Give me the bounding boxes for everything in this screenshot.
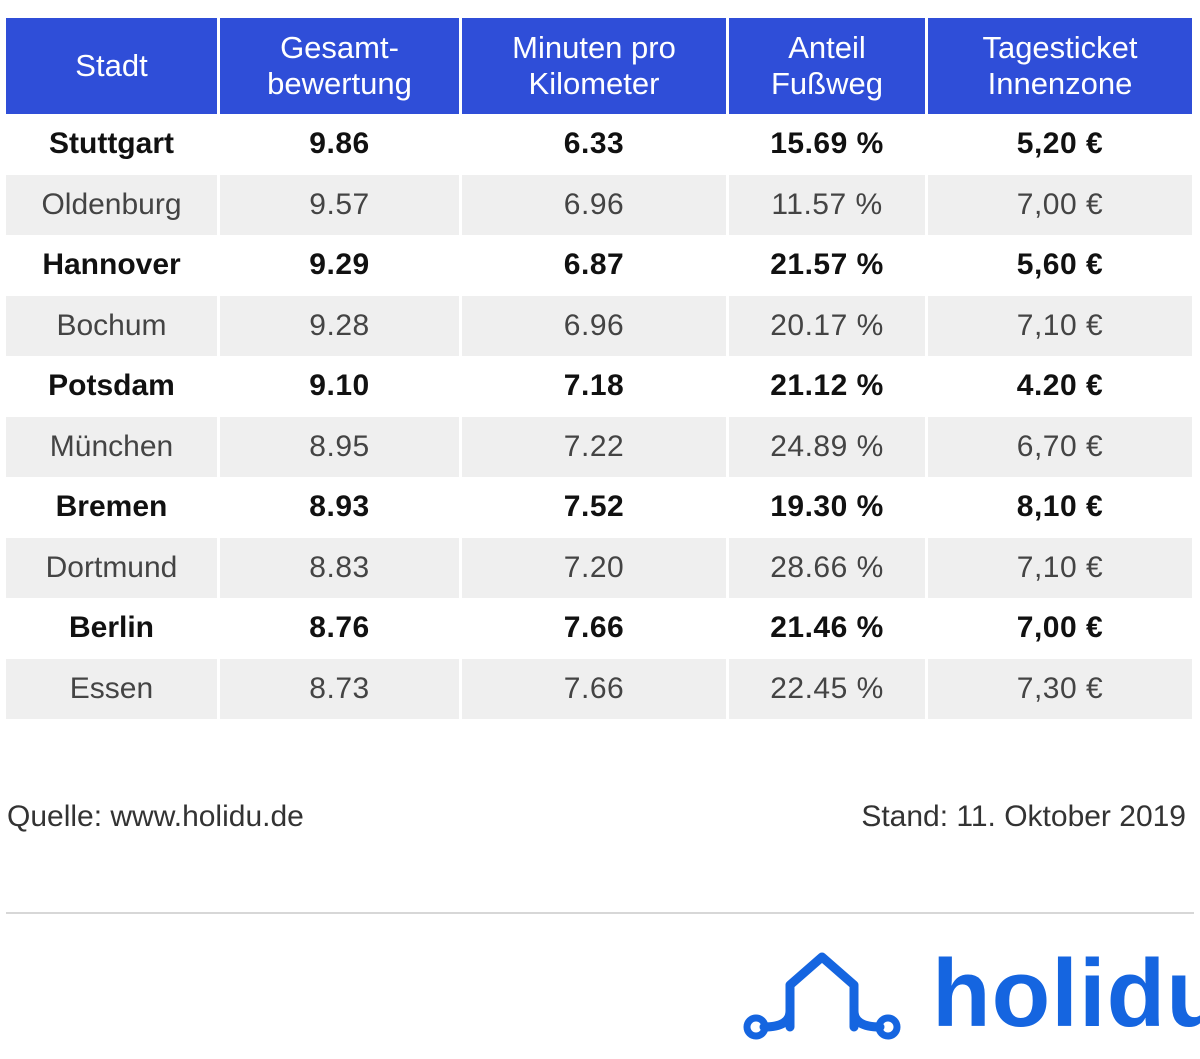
cell-stadt: Dortmund xyxy=(6,537,217,598)
cell-anteil-fussweg: 11.57 % xyxy=(729,174,925,235)
cell-tagesticket: 7,00 € xyxy=(928,598,1192,659)
cell-anteil-fussweg: 19.30 % xyxy=(729,477,925,538)
cell-anteil-fussweg: 21.57 % xyxy=(729,235,925,296)
cell-stadt: Bremen xyxy=(6,477,217,538)
header-label: bewertung xyxy=(267,66,412,101)
cell-minuten: 7.52 xyxy=(462,477,726,538)
cell-gesamtbewertung: 9.28 xyxy=(220,295,459,356)
header-label: Minuten pro xyxy=(512,30,676,65)
cell-minuten: 6.96 xyxy=(462,295,726,356)
table-body: Stuttgart 9.86 6.33 15.69 % 5,20 € Oldenburg 9… xyxy=(6,114,1192,719)
cell-tagesticket: 7,10 € xyxy=(928,537,1192,598)
cell-stadt: Oldenburg xyxy=(6,174,217,235)
cell-gesamtbewertung: 8.73 xyxy=(220,658,459,719)
cell-stadt: Stuttgart xyxy=(6,114,217,175)
table-header-row: Stadt Gesamt- bewertung Minuten pro Kilo… xyxy=(6,18,1192,114)
cell-tagesticket: 7,00 € xyxy=(928,174,1192,235)
logo-wordmark: holidu xyxy=(932,940,1200,1047)
header-label: Stadt xyxy=(75,48,148,83)
header-label: Tagesticket xyxy=(982,30,1138,65)
header-label: Kilometer xyxy=(528,66,660,101)
source-note: Quelle: www.holidu.de xyxy=(7,800,304,833)
ranking-table-container: Stadt Gesamt- bewertung Minuten pro Kilo… xyxy=(6,18,1192,719)
cell-gesamtbewertung: 9.29 xyxy=(220,235,459,296)
cell-tagesticket: 5,60 € xyxy=(928,235,1192,296)
cell-stadt: Bochum xyxy=(6,295,217,356)
table-row: Potsdam 9.10 7.18 21.12 % 4.20 € xyxy=(6,356,1192,417)
table-row: Bremen 8.93 7.52 19.30 % 8,10 € xyxy=(6,477,1192,538)
header-gesamtbewertung: Gesamt- bewertung xyxy=(220,18,459,114)
cell-gesamtbewertung: 9.10 xyxy=(220,356,459,417)
cell-tagesticket: 7,30 € xyxy=(928,658,1192,719)
cell-minuten: 7.66 xyxy=(462,598,726,659)
cell-tagesticket: 5,20 € xyxy=(928,114,1192,175)
cell-anteil-fussweg: 15.69 % xyxy=(729,114,925,175)
holidu-logo: holidu xyxy=(742,940,1200,1050)
cell-tagesticket: 4.20 € xyxy=(928,356,1192,417)
divider xyxy=(6,912,1194,914)
cell-minuten: 7.18 xyxy=(462,356,726,417)
house-icon xyxy=(743,952,901,1040)
cell-anteil-fussweg: 21.46 % xyxy=(729,598,925,659)
cell-minuten: 6.33 xyxy=(462,114,726,175)
header-label: Fußweg xyxy=(771,66,883,101)
header-label: Gesamt- xyxy=(280,30,399,65)
cell-tagesticket: 8,10 € xyxy=(928,477,1192,538)
cell-gesamtbewertung: 8.83 xyxy=(220,537,459,598)
cell-anteil-fussweg: 22.45 % xyxy=(729,658,925,719)
date-note: Stand: 11. Oktober 2019 xyxy=(861,800,1186,833)
cell-tagesticket: 7,10 € xyxy=(928,295,1192,356)
cell-minuten: 7.22 xyxy=(462,416,726,477)
cell-anteil-fussweg: 20.17 % xyxy=(729,295,925,356)
cell-gesamtbewertung: 9.57 xyxy=(220,174,459,235)
ranking-table: Stadt Gesamt- bewertung Minuten pro Kilo… xyxy=(3,18,1195,719)
cell-gesamtbewertung: 9.86 xyxy=(220,114,459,175)
table-row: Oldenburg 9.57 6.96 11.57 % 7,00 € xyxy=(6,174,1192,235)
cell-minuten: 6.96 xyxy=(462,174,726,235)
header-tagesticket: Tagesticket Innenzone xyxy=(928,18,1192,114)
table-row: Berlin 8.76 7.66 21.46 % 7,00 € xyxy=(6,598,1192,659)
header-stadt: Stadt xyxy=(6,18,217,114)
cell-stadt: München xyxy=(6,416,217,477)
cell-gesamtbewertung: 8.76 xyxy=(220,598,459,659)
table-row: Dortmund 8.83 7.20 28.66 % 7,10 € xyxy=(6,537,1192,598)
header-anteil-fussweg: Anteil Fußweg xyxy=(729,18,925,114)
cell-anteil-fussweg: 28.66 % xyxy=(729,537,925,598)
cell-anteil-fussweg: 24.89 % xyxy=(729,416,925,477)
cell-minuten: 7.20 xyxy=(462,537,726,598)
cell-gesamtbewertung: 8.95 xyxy=(220,416,459,477)
header-minuten-pro-kilometer: Minuten pro Kilometer xyxy=(462,18,726,114)
header-label: Innenzone xyxy=(987,66,1133,101)
table-row: München 8.95 7.22 24.89 % 6,70 € xyxy=(6,416,1192,477)
cell-stadt: Berlin xyxy=(6,598,217,659)
cell-stadt: Hannover xyxy=(6,235,217,296)
table-row: Hannover 9.29 6.87 21.57 % 5,60 € xyxy=(6,235,1192,296)
table-row: Bochum 9.28 6.96 20.17 % 7,10 € xyxy=(6,295,1192,356)
header-label: Anteil xyxy=(788,30,866,65)
cell-stadt: Essen xyxy=(6,658,217,719)
table-row: Stuttgart 9.86 6.33 15.69 % 5,20 € xyxy=(6,114,1192,175)
cell-minuten: 7.66 xyxy=(462,658,726,719)
cell-stadt: Potsdam xyxy=(6,356,217,417)
cell-minuten: 6.87 xyxy=(462,235,726,296)
cell-tagesticket: 6,70 € xyxy=(928,416,1192,477)
cell-anteil-fussweg: 21.12 % xyxy=(729,356,925,417)
table-row: Essen 8.73 7.66 22.45 % 7,30 € xyxy=(6,658,1192,719)
cell-gesamtbewertung: 8.93 xyxy=(220,477,459,538)
